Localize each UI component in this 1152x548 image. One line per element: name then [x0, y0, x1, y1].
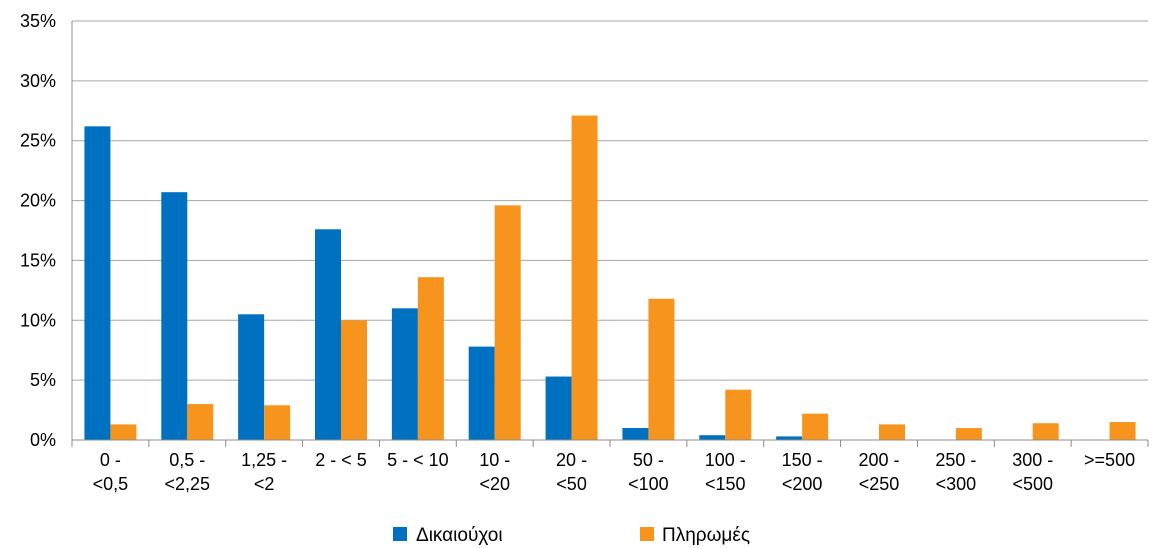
bar-series-1 — [315, 229, 341, 440]
x-tick-label: 200 -<250 — [858, 450, 899, 494]
bars — [84, 115, 1136, 441]
legend-swatch-1 — [393, 527, 407, 541]
x-tick-label: 2 - < 5 — [315, 450, 367, 470]
bar-series-2 — [1032, 423, 1059, 440]
bar-series-2 — [571, 115, 598, 441]
x-tick-label: 20 -<50 — [556, 450, 587, 494]
y-tick-label: 30% — [20, 71, 56, 91]
bar-series-1 — [161, 192, 188, 440]
x-tick-label: 10 -<20 — [479, 450, 510, 494]
x-tick-label: 0,5 -<2,25 — [165, 450, 211, 494]
bar-series-1 — [545, 376, 572, 440]
y-tick-label: 5% — [30, 370, 56, 390]
x-tick-label: 5 - < 10 — [387, 450, 449, 470]
legend-label-2: Πληρωμές — [662, 525, 750, 546]
legend-label-1: Δικαιούχοι — [416, 525, 503, 546]
bar-series-2 — [879, 424, 905, 440]
bar-series-1 — [238, 314, 265, 440]
x-tick-label: 250 -<300 — [935, 450, 976, 494]
x-tick-label: 50 -<100 — [628, 450, 669, 494]
y-tick-label: 35% — [20, 11, 56, 31]
bar-series-2 — [110, 424, 137, 440]
y-axis-ticks: 0% 5% 10% 15% 20% 25% 30% 35% — [20, 11, 56, 450]
bar-series-2 — [187, 404, 214, 440]
legend: Δικαιούχοι Πληρωμές — [393, 525, 750, 546]
bar-series-2 — [955, 428, 982, 440]
y-tick-label: 0% — [30, 430, 56, 450]
x-tick-label: 300 -<500 — [1012, 450, 1053, 494]
x-tick-label: 1,25 -<2 — [241, 450, 287, 494]
legend-swatch-2 — [640, 527, 654, 541]
bar-series-2 — [802, 413, 829, 440]
bar-series-1 — [776, 436, 803, 440]
bar-series-2 — [264, 405, 291, 440]
bar-series-1 — [468, 346, 495, 440]
x-tick-label: 150 -<200 — [782, 450, 823, 494]
bar-series-2 — [341, 320, 367, 440]
axes — [71, 21, 1149, 447]
bar-series-2 — [494, 205, 521, 440]
bar-series-1 — [699, 435, 726, 440]
x-tick-label: 100 -<150 — [705, 450, 746, 494]
y-tick-label: 10% — [20, 310, 56, 330]
y-tick-label: 15% — [20, 250, 56, 270]
bar-series-1 — [84, 126, 111, 440]
y-tick-label: 25% — [20, 131, 56, 151]
bar-series-1 — [622, 428, 649, 440]
bar-series-2 — [417, 277, 444, 440]
x-axis-ticks: 0 -<0,5 0,5 -<2,25 1,25 -<2 2 - < 5 5 - < 10… — [93, 450, 1135, 494]
bar-series-2 — [725, 389, 752, 440]
x-tick-label: 0 -<0,5 — [93, 450, 129, 494]
bar-series-1 — [391, 308, 418, 440]
y-tick-label: 20% — [20, 191, 56, 211]
bar-series-2 — [648, 298, 675, 440]
x-tick-label: >=500 — [1084, 450, 1135, 470]
bar-series-2 — [1109, 422, 1136, 440]
gridlines — [72, 20, 1148, 381]
